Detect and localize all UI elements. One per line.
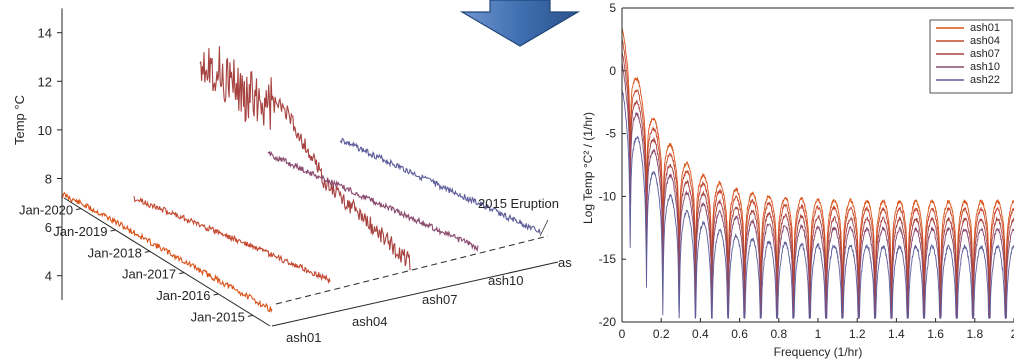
spectrum-line-ash04	[621, 37, 1014, 303]
sensor-tick-label: ash10	[488, 273, 523, 288]
y-tick-label: 0	[609, 64, 616, 78]
sensor-tick-label: as	[558, 255, 572, 270]
sensor-axis-line	[271, 261, 559, 327]
date-tick	[110, 229, 116, 232]
date-axis-line	[63, 197, 271, 327]
date-tick-label: Jan-2020	[19, 203, 73, 218]
date-tick	[247, 314, 253, 317]
series-trace-ash01	[61, 191, 273, 314]
date-tick	[179, 272, 185, 275]
x-tick-label: 0	[619, 327, 626, 341]
series-trace-ash04	[133, 196, 331, 285]
y-tick-label: -5	[605, 127, 616, 141]
x-tick-label: 0.6	[731, 327, 748, 341]
date-tick	[76, 208, 82, 211]
date-tick-label: Jan-2015	[191, 309, 245, 324]
z-tick-label: 12	[38, 74, 52, 89]
y-axis-label: Log Temp °C² / (1/hr)	[581, 112, 595, 224]
legend-label: ash22	[970, 74, 1000, 86]
x-tick-label: 1.6	[927, 327, 944, 341]
y-tick-label: -15	[599, 252, 617, 266]
x-tick-label: 0.4	[692, 327, 709, 341]
sensor-tick-label: ash07	[422, 292, 457, 307]
spectrum-chart: 0 0.2 0.4 0.6 0.8 1 1.2 1.4 1.6 1.8 2 5 0 -5 -10 -15 -20…	[581, 1, 1014, 359]
z-tick-label: 6	[45, 220, 52, 235]
annotation-leader	[539, 219, 549, 237]
x-tick-label: 0.8	[770, 327, 787, 341]
baseline-dashed	[275, 235, 549, 305]
y-tick-label: -10	[599, 189, 617, 203]
z-tick-label: 14	[38, 26, 52, 41]
series-trace-ash10	[267, 150, 479, 253]
z-tick-label: 4	[45, 269, 52, 284]
waterfall-chart: 4 6 8 10 12 14 Jan-2020 Jan-2019 Jan-2018 Jan-201…	[12, 8, 572, 345]
date-tick	[213, 293, 219, 296]
x-tick-label: 1.4	[888, 327, 905, 341]
y-tick-label: -20	[599, 315, 617, 329]
series-trace-ash07	[199, 46, 411, 271]
z-axis-label: Temp °C	[12, 95, 27, 145]
x-axis-label: Frequency (1/hr)	[774, 345, 863, 359]
sensor-tick-label: ash01	[286, 330, 321, 345]
legend-label: ash07	[970, 48, 1000, 60]
legend-label: ash10	[970, 61, 1000, 73]
x-tick-label: 1	[815, 327, 822, 341]
x-tick-label: 0.2	[653, 327, 670, 341]
legend-label: ash01	[970, 22, 1000, 34]
z-tick-label: 10	[38, 123, 52, 138]
spectrum-line-ash01	[621, 27, 1014, 290]
z-tick-label: 8	[45, 172, 52, 187]
x-tick-label: 2	[1011, 327, 1014, 341]
date-tick	[144, 250, 150, 253]
y-tick-label: 5	[609, 1, 616, 15]
legend-box	[929, 19, 1013, 94]
series-trace-ash22	[339, 137, 541, 234]
x-tick-label: 1.2	[849, 327, 866, 341]
sensor-tick-label: ash04	[352, 314, 387, 329]
eruption-annotation: 2015 Eruption	[478, 196, 559, 211]
spectrum-line-ash10	[621, 64, 1014, 319]
legend-label: ash04	[970, 35, 1000, 47]
date-tick-label: Jan-2017	[122, 267, 176, 282]
spectrum-line-ash07	[621, 51, 1014, 319]
date-tick-label: Jan-2016	[156, 288, 210, 303]
spectrum-line-ash22	[621, 88, 1014, 319]
date-tick-label: Jan-2018	[88, 245, 142, 260]
x-tick-label: 1.8	[966, 327, 983, 341]
arrow-down-icon	[459, 0, 581, 47]
date-tick-label: Jan-2019	[53, 224, 107, 239]
